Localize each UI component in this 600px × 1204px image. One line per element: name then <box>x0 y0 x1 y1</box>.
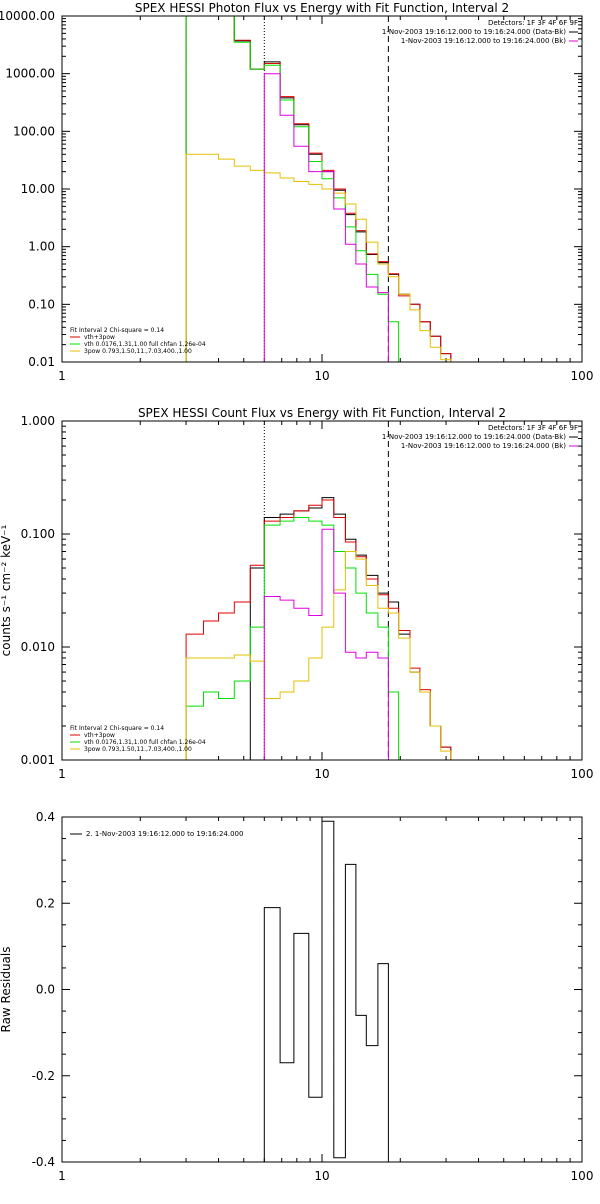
x-tick-label: 10 <box>314 369 329 383</box>
fit-legend-item: 3pow 0.793,1.50,11.,7.03,400.,1.00 <box>84 348 192 355</box>
x-tick-label: 1 <box>58 1169 66 1183</box>
interval-label: 1-Nov-2003 19:16:12.000 to 19:16:24.000 … <box>382 28 566 36</box>
y-tick-label: 0.010 <box>21 640 55 654</box>
fit-legend-item: vth+3pow <box>84 732 115 739</box>
x-tick-label: 100 <box>571 369 594 383</box>
chart-panel-3: Raw Residuals 1 10 100 -0.4 -0.2 0.0 0.2 0.4 2. 1… <box>0 810 593 1183</box>
y-axis-label: counts s⁻¹ cm⁻² keV⁻¹ <box>0 524 13 656</box>
y-tick-label: 10000.00 <box>0 9 55 23</box>
y-tick-label: 10.00 <box>21 182 55 196</box>
fit-legend-item: vth 0.0176,1.31,1.00 full chfan 1.26e-04 <box>84 739 206 746</box>
y-tick-label: -0.4 <box>32 1155 55 1169</box>
x-tick-label: 100 <box>571 767 594 781</box>
series-bk <box>263 528 389 760</box>
plot-frame <box>61 15 583 363</box>
y-axis: 0.01 0.10 1.00 10.00 100.00 1000.00 10000.00 <box>0 9 582 369</box>
fit-legend: Fit Interval 2 Chi-square = 0.14vth+3pow… <box>70 327 206 355</box>
detectors-label: Detectors: 1F 3F 4F 6F 9F <box>488 424 578 432</box>
x-tick-label: 100 <box>571 1169 594 1183</box>
series-3pow <box>185 551 452 760</box>
fit-legend-title: Fit Interval 2 Chi-square = 0.14 <box>70 327 164 334</box>
fit-legend-item: 3pow 0.793,1.50,11.,7.03,400.,1.00 <box>84 746 192 753</box>
plot-frame <box>61 816 583 1163</box>
fit-legend: Fit Interval 2 Chi-square = 0.14vth+3pow… <box>70 725 206 753</box>
y-tick-label: 0.01 <box>28 355 55 369</box>
interval-label: 1-Nov-2003 19:16:12.000 to 19:16:24.000 … <box>401 442 566 450</box>
chart-title: SPEX HESSI Photon Flux vs Energy with Fi… <box>135 1 509 15</box>
y-tick-label: 0.4 <box>36 810 55 824</box>
y-tick-label: 0.10 <box>28 297 55 311</box>
series-vth-3pow <box>185 499 452 760</box>
series-3pow <box>185 153 452 362</box>
series-vth <box>185 517 400 760</box>
plot-frame <box>61 420 583 761</box>
interval-label: 1-Nov-2003 19:16:12.000 to 19:16:24.000 … <box>401 37 566 45</box>
y-tick-label: 1.00 <box>28 240 55 254</box>
chart-panel-2: SPEX HESSI Count Flux vs Energy with Fit… <box>0 406 593 781</box>
fit-legend-item: vth+3pow <box>84 334 115 341</box>
y-tick-label: 1000.00 <box>5 67 55 81</box>
y-tick-label: 0.100 <box>21 527 55 541</box>
x-tick-label: 1 <box>58 369 66 383</box>
series-residuals <box>263 820 389 1162</box>
y-tick-label: -0.2 <box>32 1069 55 1083</box>
chart-panel-1: SPEX HESSI Photon Flux vs Energy with Fi… <box>0 1 593 383</box>
series-group <box>185 497 452 760</box>
detectors-label: Detectors: 1F 3F 4F 6F 9F <box>488 19 578 27</box>
y-tick-label: 0.2 <box>36 896 55 910</box>
x-tick-label: 1 <box>58 767 66 781</box>
y-tick-label: 0.0 <box>36 983 55 997</box>
x-axis: 1 10 100 <box>58 817 593 1183</box>
y-tick-label: 100.00 <box>13 124 55 138</box>
y-axis: 0.001 0.010 0.100 1.000 <box>21 414 582 767</box>
y-tick-label: 1.000 <box>21 414 55 428</box>
series-bk <box>263 73 389 362</box>
residual-legend-label: 2. 1-Nov-2003 19:16:12.000 to 19:16:24.0… <box>86 830 243 838</box>
header-info: Detectors: 1F 3F 4F 6F 9F1-Nov-2003 19:1… <box>382 424 578 450</box>
y-axis-label: Raw Residuals <box>0 947 13 1033</box>
series-data-bk <box>249 497 452 760</box>
header-info: Detectors: 1F 3F 4F 6F 9F1-Nov-2003 19:1… <box>382 19 578 45</box>
y-tick-label: 0.001 <box>21 753 55 767</box>
x-tick-label: 10 <box>314 767 329 781</box>
series-vth <box>185 16 400 362</box>
residual-legend: 2. 1-Nov-2003 19:16:12.000 to 19:16:24.0… <box>70 830 243 838</box>
series-group <box>185 16 452 362</box>
y-axis: -0.4 -0.2 0.0 0.2 0.4 <box>32 810 582 1169</box>
fit-legend-title: Fit Interval 2 Chi-square = 0.14 <box>70 725 164 732</box>
chart-title: SPEX HESSI Count Flux vs Energy with Fit… <box>138 406 506 420</box>
series-group <box>263 820 389 1162</box>
fit-legend-item: vth 0.0176,1.31,1.00 full chfan 1.26e-04 <box>84 341 206 348</box>
interval-label: 1-Nov-2003 19:16:12.000 to 19:16:24.000 … <box>382 433 566 441</box>
x-tick-label: 10 <box>314 1169 329 1183</box>
